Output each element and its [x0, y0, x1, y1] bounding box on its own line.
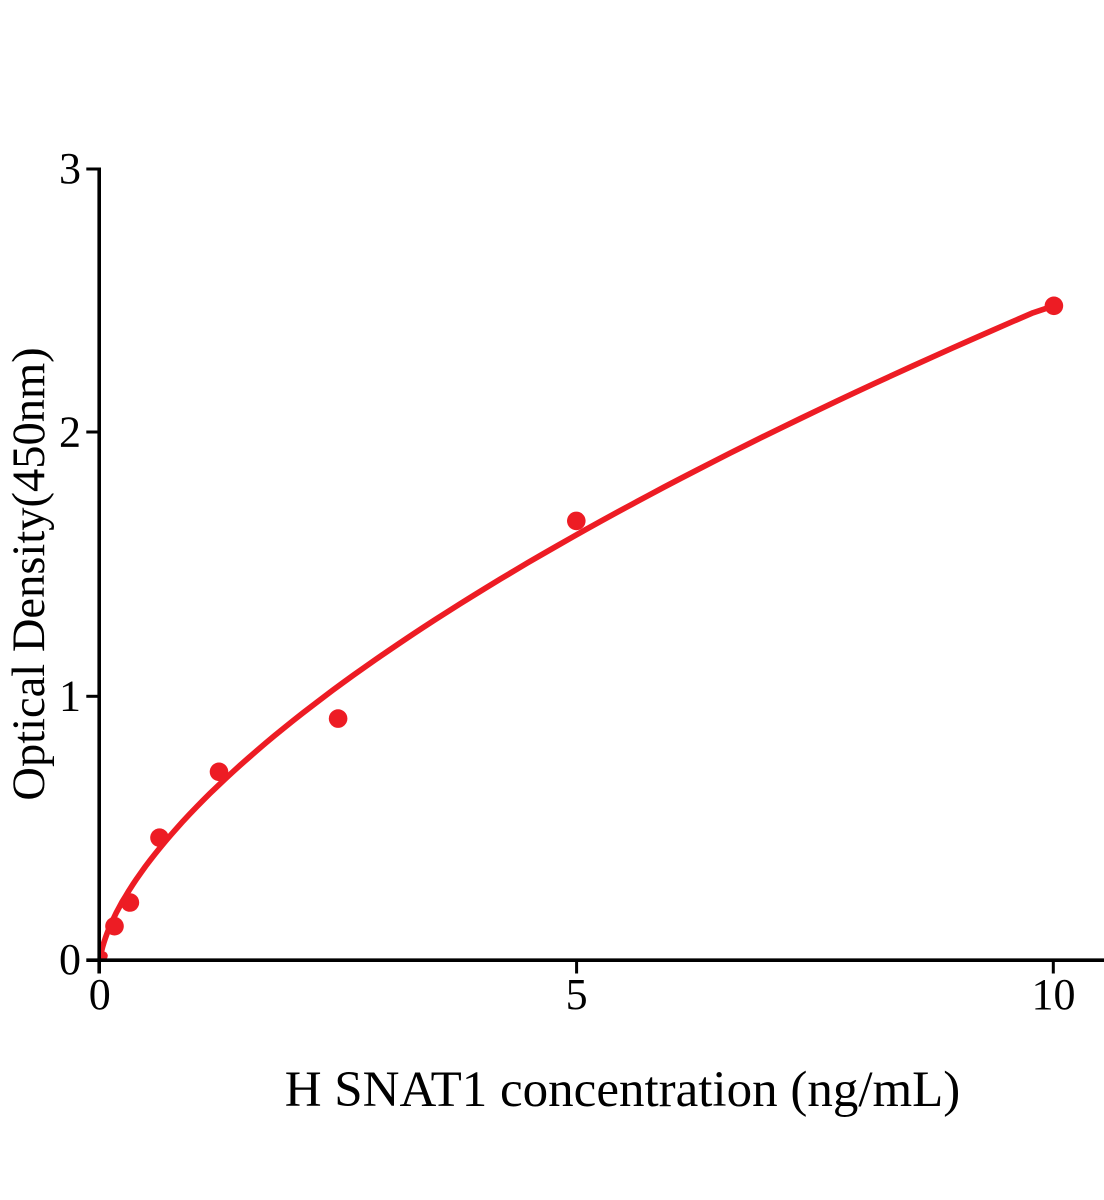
svg-text:H SNAT1 concentration (ng/mL): H SNAT1 concentration (ng/mL) [285, 1062, 961, 1118]
svg-text:10: 10 [1032, 970, 1076, 1019]
svg-text:3: 3 [59, 144, 81, 193]
svg-text:Optical Density(450nm): Optical Density(450nm) [4, 347, 55, 800]
svg-text:0: 0 [89, 970, 111, 1019]
svg-text:5: 5 [566, 970, 588, 1019]
svg-text:2: 2 [59, 408, 81, 457]
svg-text:0: 0 [59, 935, 81, 984]
svg-text:1: 1 [59, 671, 81, 720]
